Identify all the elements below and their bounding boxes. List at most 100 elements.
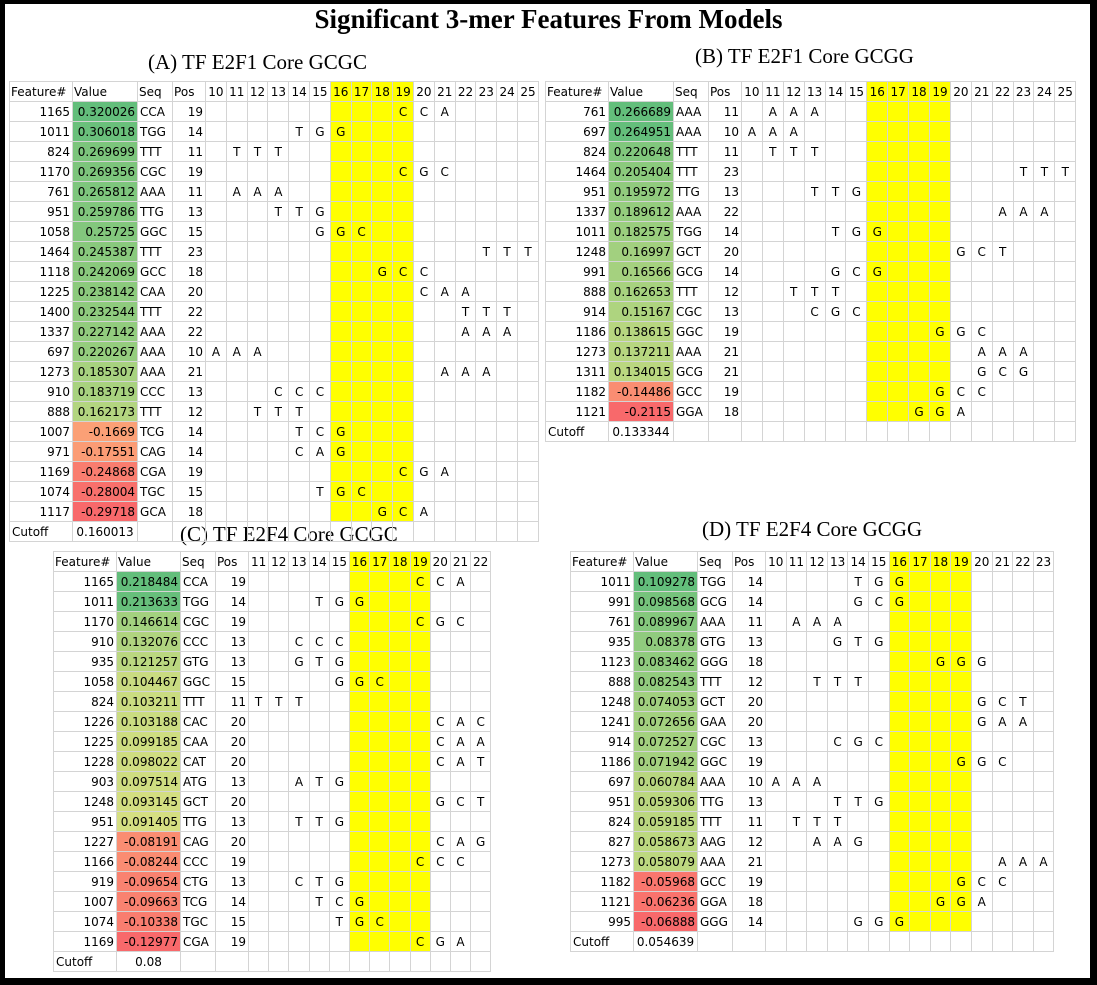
nucleotide-cell — [782, 161, 805, 182]
nucleotide-cell — [949, 301, 972, 322]
nucleotide-cell — [389, 651, 411, 672]
position: 13 — [215, 811, 249, 832]
position: 21 — [732, 851, 766, 872]
nucleotide-cell — [350, 261, 373, 282]
nucleotide: T — [847, 571, 869, 592]
nucleotide: C — [991, 691, 1014, 712]
nucleotide: C — [413, 261, 435, 282]
nucleotide-cell — [888, 731, 911, 752]
nucleotide-cell — [866, 401, 889, 422]
nucleotide-cell — [288, 891, 310, 912]
nucleotide-cell — [246, 201, 269, 222]
header-position: 15 — [867, 551, 890, 572]
position: 23 — [172, 241, 207, 262]
nucleotide-cell — [867, 871, 890, 892]
nucleotide-cell — [950, 571, 972, 592]
feature-value: 0.189612 — [608, 201, 674, 222]
feature-value: 0.134015 — [608, 361, 674, 382]
nucleotide-cell — [433, 501, 456, 522]
feature-number: 1123 — [570, 651, 634, 672]
nucleotide-cell — [328, 851, 350, 872]
nucleotide-cell — [392, 221, 415, 242]
feature-value: 0.259786 — [72, 201, 139, 222]
nucleotide-cell — [429, 811, 451, 832]
header-position: 21 — [449, 551, 472, 572]
nucleotide-cell — [991, 161, 1014, 182]
sequence: CCC — [180, 631, 216, 652]
nucleotide-cell — [761, 181, 784, 202]
nucleotide-cell — [389, 711, 411, 732]
feature-number: 824 — [545, 141, 609, 162]
feature-number: 910 — [53, 631, 117, 652]
table-row: 1058 0.25725 GGC 15 G G C — [8, 221, 539, 242]
nucleotide: C — [429, 831, 451, 852]
nucleotide-cell — [970, 121, 993, 142]
nucleotide-cell — [970, 201, 993, 222]
nucleotide: A — [433, 281, 456, 302]
nucleotide-cell — [517, 301, 539, 322]
table-row: 951 0.259786 TTG 13 T T G — [8, 201, 539, 222]
nucleotide-cell — [205, 181, 227, 202]
feature-value: 0.320026 — [72, 101, 139, 122]
feature-value: 0.098022 — [116, 751, 181, 772]
nucleotide-cell — [845, 161, 868, 182]
nucleotide-cell — [309, 361, 331, 382]
header-pos: Pos — [732, 551, 766, 572]
position: 12 — [708, 281, 742, 302]
position: 19 — [215, 571, 249, 592]
nucleotide-cell — [1032, 831, 1055, 852]
empty-cell — [866, 421, 889, 442]
nucleotide-cell — [867, 691, 890, 712]
sequence: AAA — [697, 851, 733, 872]
position: 22 — [708, 201, 742, 222]
nucleotide-cell — [867, 651, 890, 672]
nucleotide-cell — [247, 671, 270, 692]
nucleotide: A — [806, 611, 828, 632]
nucleotide-cell — [413, 141, 435, 162]
sequence: TTT — [137, 241, 174, 262]
nucleotide-cell — [785, 871, 808, 892]
nucleotide: C — [309, 421, 331, 442]
nucleotide-cell — [970, 301, 993, 322]
nucleotide-cell — [268, 871, 290, 892]
empty-cell — [908, 421, 931, 442]
nucleotide: T — [826, 791, 849, 812]
nucleotide-cell — [826, 771, 849, 792]
nucleotide: T — [309, 481, 331, 502]
nucleotide-cell — [309, 321, 331, 342]
nucleotide-cell — [433, 321, 456, 342]
nucleotide: G — [970, 711, 993, 732]
sequence: TTT — [673, 281, 709, 302]
feature-number: 1007 — [53, 891, 117, 912]
nucleotide-cell — [845, 121, 868, 142]
nucleotide-cell — [433, 441, 456, 462]
nucleotide-cell — [741, 381, 763, 402]
nucleotide-cell — [765, 851, 787, 872]
sequence: TTG — [673, 181, 709, 202]
nucleotide-cell — [268, 931, 290, 952]
nucleotide-cell — [887, 101, 910, 122]
nucleotide: C — [429, 751, 451, 772]
feature-number: 1074 — [8, 481, 74, 502]
sequence: CTG — [180, 871, 216, 892]
sequence: TTT — [673, 141, 709, 162]
nucleotide-cell — [970, 221, 993, 242]
nucleotide: C — [308, 631, 330, 652]
header-position: 20 — [949, 81, 972, 102]
header-position: 14 — [824, 81, 847, 102]
nucleotide-cell — [225, 441, 248, 462]
nucleotide-cell — [929, 811, 952, 832]
nucleotide-cell — [950, 791, 972, 812]
nucleotide-cell — [429, 771, 451, 792]
nucleotide-cell — [496, 381, 518, 402]
nucleotide: T — [288, 691, 310, 712]
nucleotide: G — [867, 571, 890, 592]
nucleotide-cell — [908, 261, 931, 282]
table-row: 1011 0.213633 TGG 14 T G G — [53, 591, 492, 612]
nucleotide-cell — [454, 141, 477, 162]
position: 13 — [708, 181, 742, 202]
position: 14 — [215, 891, 249, 912]
nucleotide-cell — [268, 731, 290, 752]
sequence: CCA — [180, 571, 216, 592]
feature-number: 697 — [545, 121, 609, 142]
